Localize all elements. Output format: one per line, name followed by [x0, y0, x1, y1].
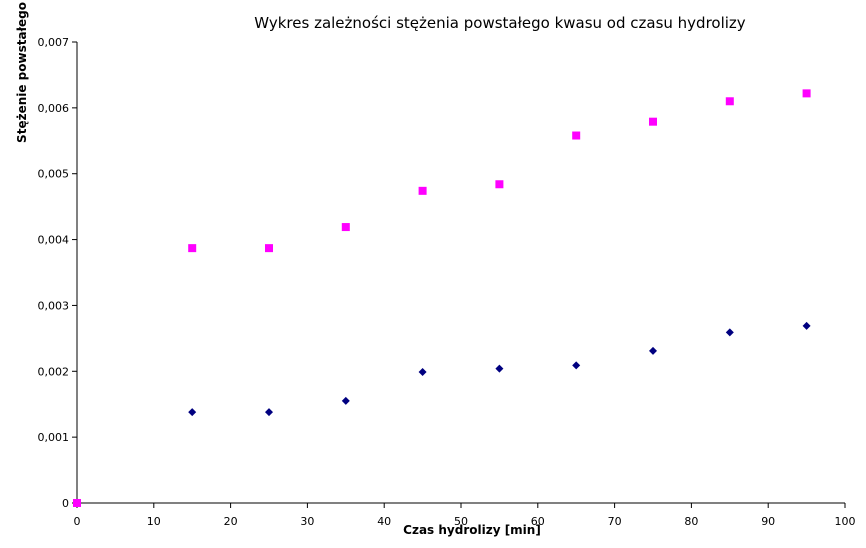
data-point-diamond — [572, 361, 581, 370]
y-tick-label: 0,004 — [38, 234, 70, 247]
x-tick-label: 60 — [531, 515, 545, 528]
y-tick-label: 0 — [62, 497, 69, 510]
data-point-square — [495, 180, 504, 189]
y-axis-ticks: 0 0,001 0,002 0,003 0,004 0,005 0,006 0,007 — [38, 36, 77, 510]
series-2 — [73, 89, 811, 507]
data-point-square — [341, 223, 350, 232]
y-tick-label: 0,007 — [38, 36, 70, 49]
data-point-square — [649, 117, 657, 126]
series-1 — [73, 321, 811, 507]
x-tick-label: 50 — [454, 515, 468, 528]
data-point-diamond — [418, 367, 427, 376]
x-tick-label: 0 — [74, 515, 81, 528]
y-tick-label: 0,001 — [38, 431, 70, 444]
data-point-diamond — [265, 408, 273, 417]
x-axis-ticks: 0 10 20 30 40 50 60 70 80 90 100 — [74, 503, 856, 528]
x-tick-label: 20 — [224, 515, 238, 528]
y-tick-label: 0,006 — [38, 102, 70, 115]
y-tick-label: 0,002 — [38, 365, 70, 378]
x-tick-label: 70 — [608, 515, 622, 528]
plot-area — [76, 42, 845, 504]
y-tick-label: 0,005 — [38, 168, 70, 181]
data-point-diamond — [802, 321, 811, 330]
data-point-diamond — [341, 396, 350, 405]
data-point-square — [802, 89, 811, 98]
x-tick-label: 30 — [300, 515, 314, 528]
x-tick-label: 90 — [761, 515, 775, 528]
data-point-diamond — [495, 364, 504, 373]
data-point-diamond — [188, 408, 197, 417]
data-point-diamond — [649, 346, 657, 355]
data-point-square — [725, 97, 734, 106]
x-tick-label: 100 — [835, 515, 856, 528]
x-axis-label: Czas hydrolizy [min] — [403, 523, 541, 537]
data-series — [73, 89, 811, 507]
y-axis-label: Stężenie powstałego — [15, 2, 29, 143]
chart-title: Wykres zależności stężenia powstałego kw… — [254, 14, 746, 32]
data-point-square — [572, 131, 581, 140]
x-tick-label: 40 — [377, 515, 391, 528]
x-tick-label: 80 — [684, 515, 698, 528]
data-point-square — [73, 499, 81, 507]
data-point-square — [265, 244, 273, 253]
y-tick-label: 0,003 — [38, 299, 70, 312]
x-tick-label: 10 — [147, 515, 161, 528]
data-point-square — [188, 244, 197, 253]
data-point-diamond — [725, 328, 734, 337]
data-point-square — [418, 186, 427, 195]
